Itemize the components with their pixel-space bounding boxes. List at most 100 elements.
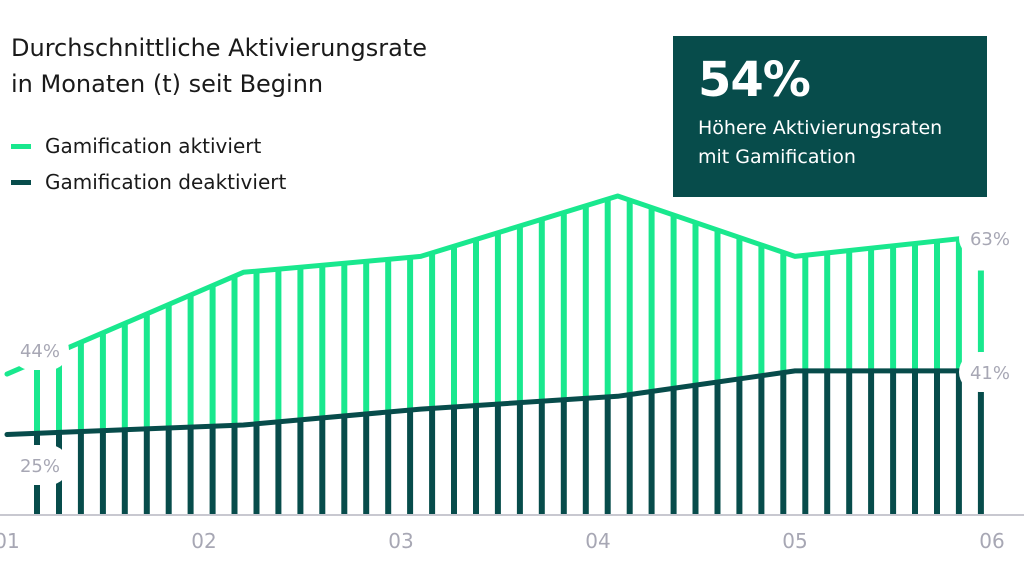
x-tick-label: 05 xyxy=(782,529,807,553)
bar-inactive xyxy=(253,423,260,514)
kpi-text-line2: mit Gamification xyxy=(698,146,856,168)
bar-inactive xyxy=(868,370,875,514)
bar-inactive xyxy=(407,410,414,514)
bar-inactive xyxy=(912,370,918,514)
bar-active xyxy=(516,226,523,403)
start-label-active: 44% xyxy=(20,341,60,362)
bar-active xyxy=(714,230,721,382)
bar-active xyxy=(494,232,501,404)
bar-active xyxy=(143,313,150,429)
bar-active xyxy=(231,276,238,426)
bar-active xyxy=(99,332,106,431)
bar-inactive xyxy=(934,370,940,514)
end-label-inactive: 41% xyxy=(970,363,1010,384)
bar-inactive xyxy=(165,428,172,514)
legend-label-inactive: Gamification deaktiviert xyxy=(45,170,287,194)
bar-inactive xyxy=(692,385,699,514)
bar-inactive xyxy=(231,425,238,514)
bar-active xyxy=(429,252,436,409)
bar-active xyxy=(824,253,831,371)
bar-inactive xyxy=(341,415,348,514)
bar-active xyxy=(560,212,567,400)
bar-inactive xyxy=(648,391,655,514)
bar-inactive xyxy=(824,370,831,514)
bar-inactive xyxy=(319,417,326,514)
bar-inactive xyxy=(604,397,611,514)
bar-inactive xyxy=(99,430,106,514)
bar-inactive xyxy=(121,429,128,514)
bar-active xyxy=(538,219,545,402)
bar-active xyxy=(846,250,853,371)
bar-inactive xyxy=(187,427,194,514)
bar-active xyxy=(34,361,40,434)
bar-inactive xyxy=(451,406,457,514)
start-label-inactive: 25% xyxy=(20,456,60,477)
bar-inactive xyxy=(582,398,589,514)
bar-active xyxy=(692,222,699,386)
bar-active xyxy=(165,304,172,428)
bar-active xyxy=(473,239,479,406)
bar-active xyxy=(187,295,194,428)
chart-title-line2: in Monaten (t) seit Beginn xyxy=(11,70,324,98)
bar-active xyxy=(604,199,611,397)
kpi-text: Höhere Aktivierungsraten mit Gamificatio… xyxy=(698,114,987,172)
bar-inactive xyxy=(802,370,809,514)
chart-legend: Gamification aktiviert Gamification deak… xyxy=(11,128,286,200)
bar-active xyxy=(758,245,765,376)
bar-inactive xyxy=(758,375,765,514)
bar-inactive xyxy=(890,370,897,514)
bar-inactive xyxy=(516,402,523,514)
bar-inactive xyxy=(494,404,501,514)
bar-active xyxy=(912,243,918,371)
chart-title-line1: Durchschnittliche Aktivierungsrate xyxy=(11,34,427,62)
bar-active xyxy=(934,241,940,371)
bar-inactive xyxy=(714,382,721,514)
bar-inactive xyxy=(736,378,743,514)
bar-inactive xyxy=(473,405,479,514)
kpi-value: 54% xyxy=(698,52,811,108)
legend-swatch-inactive xyxy=(11,179,31,185)
bar-active xyxy=(626,200,633,395)
label-pad-end-inactive xyxy=(959,352,1017,392)
label-pad-start-active xyxy=(11,330,69,370)
bar-active xyxy=(297,267,304,420)
bar-active xyxy=(955,238,962,371)
bar-inactive xyxy=(977,376,984,514)
bar-active xyxy=(780,252,787,373)
bar-active xyxy=(736,237,743,379)
line-inactive xyxy=(4,368,975,437)
bar-inactive xyxy=(77,431,84,514)
bar-inactive xyxy=(560,399,567,514)
bar-active xyxy=(648,207,655,392)
kpi-text-line1: Höhere Aktivierungsraten xyxy=(698,117,943,139)
bar-inactive xyxy=(209,426,216,514)
bar-active xyxy=(977,270,984,377)
bar-active xyxy=(802,255,809,371)
bar-group xyxy=(34,199,984,514)
bar-active xyxy=(275,269,282,422)
bar-active xyxy=(670,215,677,389)
legend-item-inactive: Gamification deaktiviert xyxy=(11,164,286,200)
x-tick-label: 03 xyxy=(388,529,413,553)
bar-active xyxy=(407,257,414,410)
bar-active xyxy=(363,261,370,414)
bar-inactive xyxy=(143,428,150,514)
bar-active xyxy=(121,323,128,430)
chart-title: Durchschnittliche Aktivierungsrate in Mo… xyxy=(11,30,427,102)
end-label-active: 63% xyxy=(970,229,1010,250)
bar-active xyxy=(582,205,589,399)
kpi-card: 54% Höhere Aktivierungsraten mit Gamific… xyxy=(673,36,987,197)
legend-swatch-active xyxy=(11,143,31,149)
label-pad-start-inactive xyxy=(11,445,69,485)
bar-active xyxy=(319,265,326,418)
bar-inactive xyxy=(363,413,370,514)
bar-inactive xyxy=(670,388,677,514)
bar-inactive xyxy=(385,412,392,514)
bar-active xyxy=(209,285,216,427)
label-pad-end-active xyxy=(959,218,1017,258)
x-tick-label: 06 xyxy=(979,529,1004,553)
bar-inactive xyxy=(297,419,304,514)
bar-inactive xyxy=(275,421,282,514)
